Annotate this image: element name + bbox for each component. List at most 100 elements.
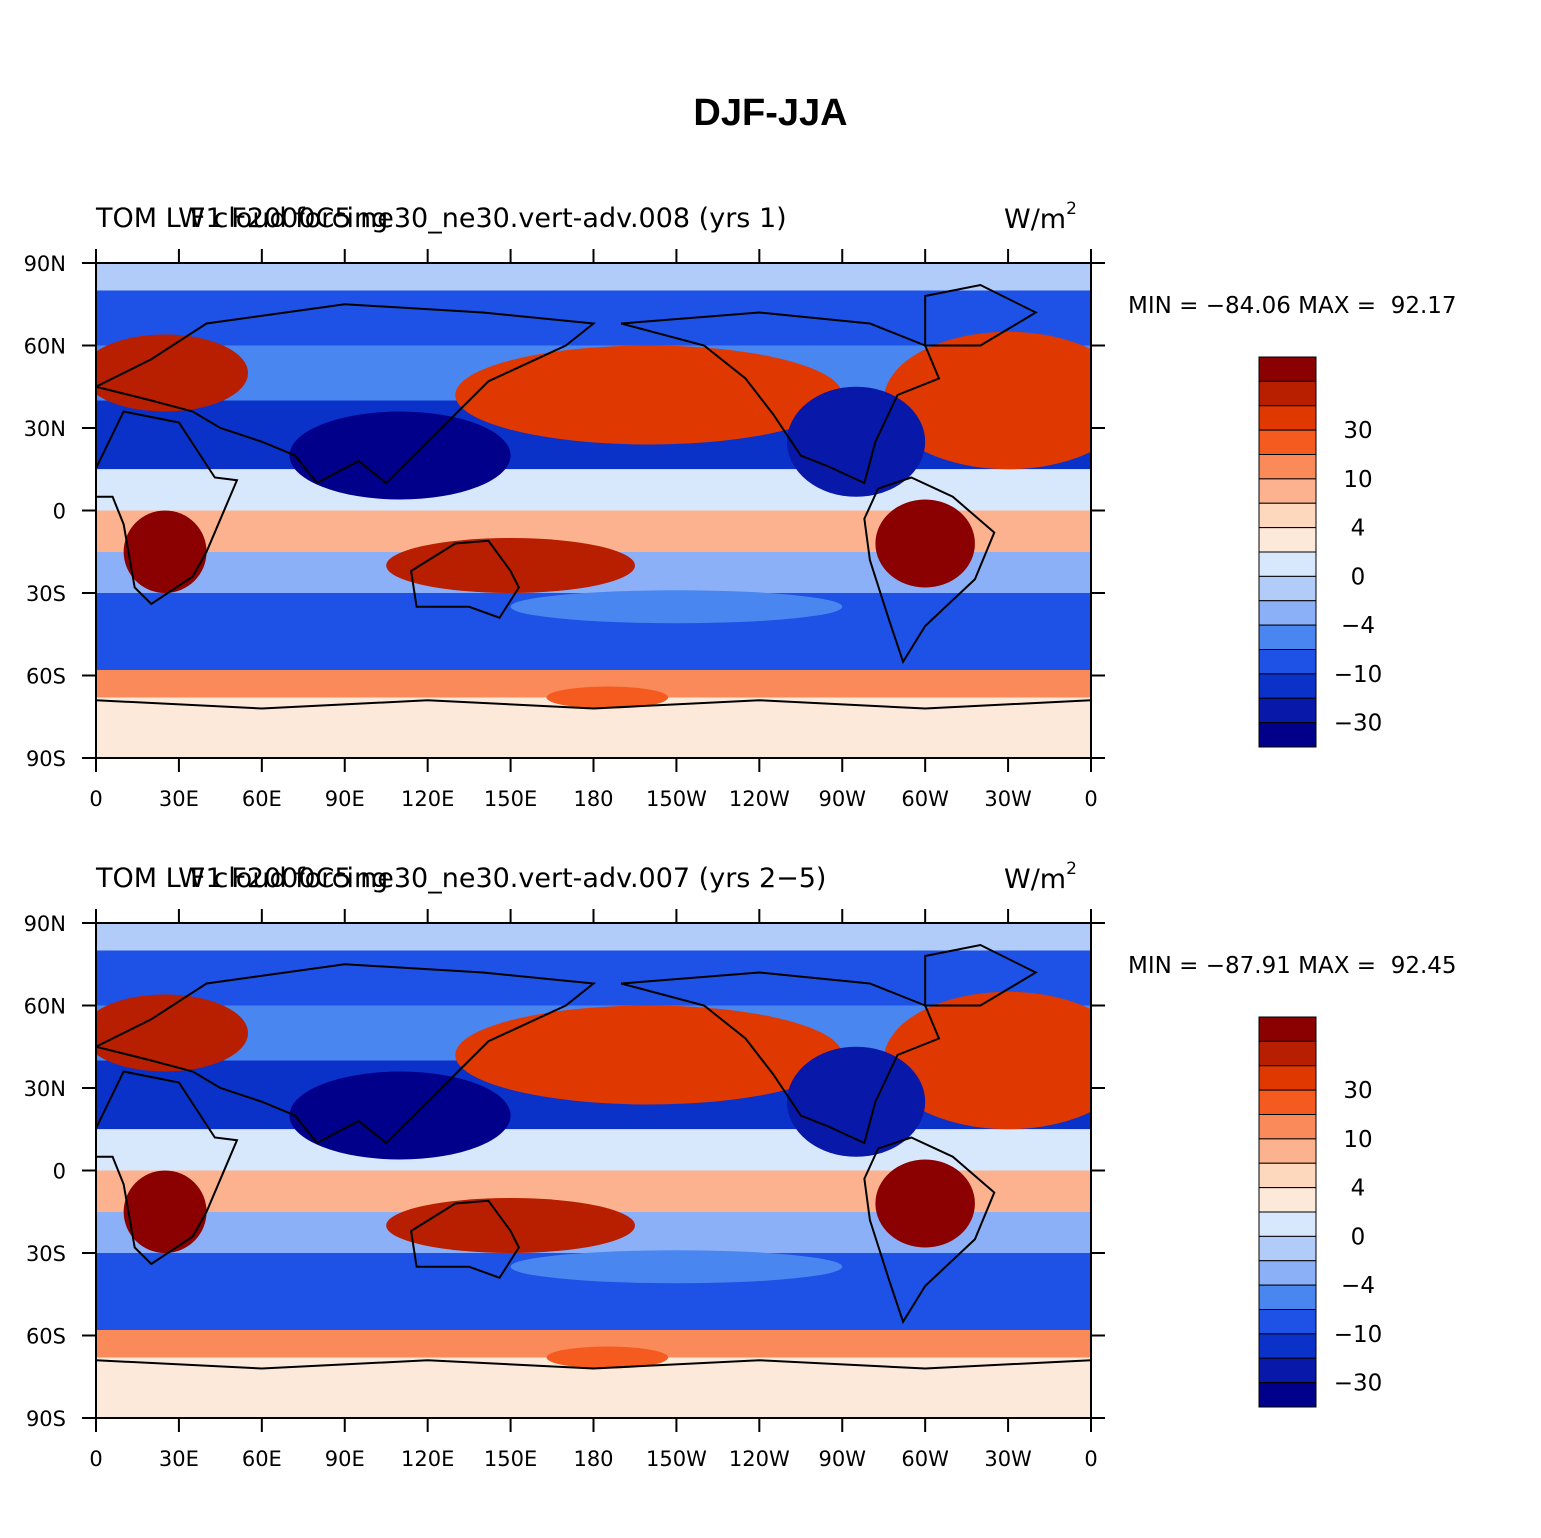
south-pacific-negative xyxy=(510,590,843,624)
panel-units: W/m2 xyxy=(1004,199,1077,235)
coastline xyxy=(409,539,521,619)
lon-label: 120E xyxy=(401,1447,454,1471)
colorbar-swatch xyxy=(1258,1040,1317,1067)
colorbar-swatch xyxy=(1258,1235,1317,1262)
lon-label: 120W xyxy=(729,787,790,811)
colorbar-swatch xyxy=(1258,722,1317,748)
colorbar-swatch xyxy=(1258,1114,1317,1140)
colorbar-label: −4 xyxy=(1341,1273,1375,1299)
lon-label: 60E xyxy=(242,787,282,811)
lat-label: 90N xyxy=(24,912,66,936)
colorbar-swatch xyxy=(1258,478,1317,504)
ross-sea-positive xyxy=(546,686,669,709)
lat-label: 30S xyxy=(26,582,66,606)
lat-label: 90S xyxy=(26,747,66,771)
field-band xyxy=(96,923,1091,951)
south-pacific-negative xyxy=(510,1250,843,1284)
colorbar-label: 4 xyxy=(1351,1176,1366,1202)
lon-label: 60W xyxy=(901,787,949,811)
lon-label: 150W xyxy=(646,1447,707,1471)
asia-negative xyxy=(289,411,511,500)
colorbar-swatch xyxy=(1258,405,1317,431)
lat-label: 60N xyxy=(24,995,66,1019)
colorbar-swatch xyxy=(1258,1089,1317,1115)
lat-label: 30S xyxy=(26,1242,66,1266)
lon-label: 30W xyxy=(984,787,1032,811)
north-pacific-positive xyxy=(455,1005,843,1105)
south-america-positive xyxy=(875,1159,975,1248)
panel-title-left: TOM LW cloud forcing xyxy=(96,863,389,894)
colorbar-swatch xyxy=(1258,551,1317,577)
coastline-antarctica xyxy=(96,1359,1091,1370)
lat-label: 90N xyxy=(24,252,66,276)
units-text: W/m xyxy=(1004,204,1067,235)
lon-label: 180 xyxy=(573,787,613,811)
lon-label: 60E xyxy=(242,1447,282,1471)
colorbar-label: −10 xyxy=(1334,662,1383,688)
colorbar-label: 30 xyxy=(1343,418,1372,444)
colorbar-label: 0 xyxy=(1351,1224,1366,1250)
coastline xyxy=(620,311,941,485)
colorbar-label: 4 xyxy=(1351,516,1366,542)
lon-label: 0 xyxy=(1084,1447,1097,1471)
north-atlantic-positive xyxy=(883,331,1091,470)
colorbar-swatch xyxy=(1258,624,1317,650)
coastline xyxy=(96,303,597,485)
lat-label: 30N xyxy=(24,417,66,441)
colorbar-label: −4 xyxy=(1341,613,1375,639)
lon-label: 30W xyxy=(984,1447,1032,1471)
colorbar-swatch xyxy=(1258,1357,1317,1384)
colorbar-swatch xyxy=(1258,1284,1317,1310)
lon-label: 150E xyxy=(484,1447,537,1471)
asia-negative xyxy=(289,1071,511,1160)
americas-negative xyxy=(786,1046,926,1157)
colorbar-label: −30 xyxy=(1334,711,1383,737)
colorbar-swatch xyxy=(1258,1138,1317,1164)
lon-label: 90W xyxy=(819,787,867,811)
coastline xyxy=(863,476,996,665)
units-exponent: 2 xyxy=(1066,859,1077,879)
lat-label: 30N xyxy=(24,1077,66,1101)
colorbar-swatch xyxy=(1258,1016,1317,1042)
australia-positive xyxy=(386,538,635,593)
europe-positive xyxy=(96,334,248,412)
units-exponent: 2 xyxy=(1066,199,1077,219)
coastline xyxy=(924,283,1038,347)
europe-positive xyxy=(96,994,248,1072)
panel-title-left: TOM LW cloud forcing xyxy=(96,203,389,234)
colorbar-label: 10 xyxy=(1343,1127,1372,1153)
colorbar-label: 0 xyxy=(1351,564,1366,590)
americas-negative xyxy=(786,386,926,497)
main-title: DJF-JJA xyxy=(693,92,848,134)
lon-label: 0 xyxy=(89,1447,102,1471)
lon-label: 90W xyxy=(819,1447,867,1471)
lon-label: 90E xyxy=(325,787,365,811)
panel-bottom: TOM LW cloud forcing F1 F2000C5 ne30_ne3… xyxy=(0,855,1541,1515)
colorbar-swatch xyxy=(1258,1260,1317,1286)
colorbar-swatch xyxy=(1258,1211,1317,1237)
south-america-positive xyxy=(875,499,975,588)
lon-label: 60W xyxy=(901,1447,949,1471)
lon-label: 180 xyxy=(573,1447,613,1471)
lon-label: 120W xyxy=(729,1447,790,1471)
map-field xyxy=(96,263,1091,758)
lat-label: 0 xyxy=(53,500,66,524)
colorbar-label: 30 xyxy=(1343,1078,1372,1104)
australia-positive xyxy=(386,1198,635,1253)
ross-sea-positive xyxy=(546,1346,669,1369)
colorbar-swatch xyxy=(1258,1162,1317,1189)
coastline xyxy=(924,943,1038,1007)
colorbar-label: −10 xyxy=(1334,1322,1383,1348)
lat-label: 60S xyxy=(26,665,66,689)
lon-label: 30E xyxy=(159,787,199,811)
colorbar-swatch xyxy=(1258,1309,1317,1335)
lat-label: 90S xyxy=(26,1407,66,1431)
lon-label: 90E xyxy=(325,1447,365,1471)
map-field xyxy=(96,923,1091,1418)
colorbar-swatch xyxy=(1258,429,1317,455)
lat-label: 60N xyxy=(24,335,66,359)
coastline xyxy=(96,1070,239,1266)
lon-label: 0 xyxy=(89,787,102,811)
coastline xyxy=(620,971,941,1145)
north-pacific-positive xyxy=(455,345,843,445)
